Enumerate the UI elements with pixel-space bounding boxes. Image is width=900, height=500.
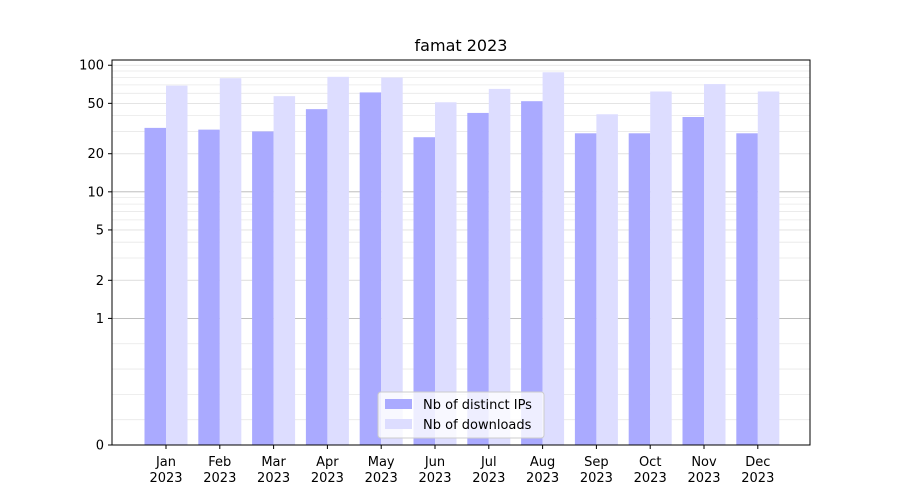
y-tick-label: 10 (87, 185, 104, 200)
y-tick-label: 1 (96, 312, 104, 327)
x-tick-label: Mar 2023 (257, 455, 290, 486)
x-tick-label: Dec 2023 (741, 455, 774, 486)
bar-distinct-ips (736, 133, 758, 445)
x-tick-label: Jan 2023 (149, 455, 182, 486)
bar-downloads (704, 84, 726, 446)
bar-distinct-ips (574, 133, 597, 445)
bar-distinct-ips (413, 137, 435, 446)
y-tick-label: 2 (96, 274, 104, 289)
x-tick-label: Sep 2023 (580, 455, 613, 486)
bar-downloads (650, 91, 672, 445)
x-tick-label: May 2023 (365, 455, 398, 486)
bar-downloads (435, 102, 457, 445)
x-tick-label: Jun 2023 (418, 455, 451, 486)
chart-title: famat 2023 (415, 36, 508, 55)
bar-downloads (166, 85, 188, 445)
bar-distinct-ips (305, 109, 328, 446)
x-tick-label: Jul 2023 (472, 455, 505, 486)
bar-downloads (327, 76, 349, 446)
legend-box (377, 391, 545, 439)
y-tick-label: 5 (96, 223, 104, 238)
x-tick-label: Oct 2023 (634, 455, 667, 486)
plot-frame (111, 59, 811, 446)
bar-downloads (596, 114, 618, 445)
y-tick-label: 0 (96, 439, 104, 454)
y-tick-label: 100 (79, 59, 104, 74)
bar-distinct-ips (467, 112, 489, 446)
bar-downloads (757, 91, 780, 445)
x-tick-label: Apr 2023 (311, 455, 344, 486)
bar-downloads (381, 77, 403, 445)
bar-downloads (542, 72, 565, 446)
bar-downloads (488, 88, 511, 445)
legend-swatch (385, 419, 412, 429)
bar-downloads (273, 96, 296, 446)
legend-label: Nb of distinct IPs (423, 398, 532, 413)
x-tick-label: Feb 2023 (203, 455, 236, 486)
bar-distinct-ips (359, 92, 382, 446)
bar-distinct-ips (628, 133, 651, 445)
legend-swatch (385, 399, 412, 409)
y-tick-label: 20 (87, 147, 104, 162)
x-tick-label: Aug 2023 (526, 455, 559, 486)
bars (144, 72, 780, 446)
bar-distinct-ips (521, 101, 543, 446)
legend-label: Nb of downloads (423, 418, 532, 433)
bar-distinct-ips (144, 127, 166, 445)
axes: 0 1 2 5 10 20 50 100 Jan 2023 Feb 2023 Mar 2023 Apr 202… (79, 59, 811, 486)
x-tick-label: Nov 2023 (687, 455, 720, 486)
bar-distinct-ips (252, 131, 274, 445)
y-tick-label: 50 (87, 97, 104, 112)
legend: Nb of distinct IPs Nb of downloads (377, 391, 545, 439)
bar-downloads (219, 78, 242, 445)
bar-distinct-ips (682, 117, 704, 446)
bar-distinct-ips (198, 129, 220, 445)
